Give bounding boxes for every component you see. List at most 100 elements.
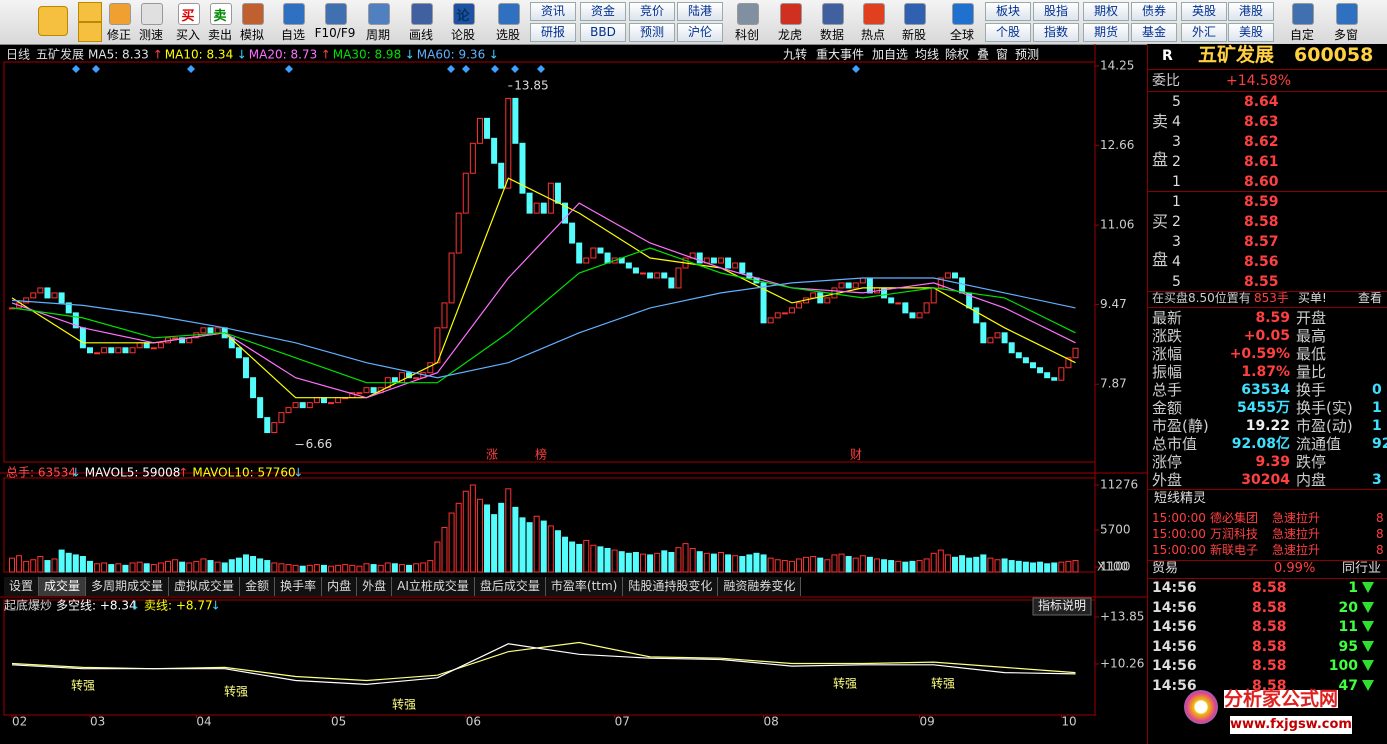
toolbar-label[interactable]: 多窗 [1333,28,1359,42]
toolbar-icon[interactable] [1292,3,1314,25]
grid-button[interactable]: 板块 [985,2,1031,21]
grid-button[interactable]: 研报 [530,23,576,42]
toolbar-icon[interactable] [141,3,163,25]
grid-button[interactable]: 陆港 [677,2,723,21]
notice: 在买盘8.50位置有 [1152,291,1251,305]
quote-label: 总手 [1152,381,1183,399]
tab[interactable]: 成交量 [39,577,87,596]
tab[interactable]: 陆股通持股变化 [623,577,719,596]
grid-button[interactable]: 个股 [985,23,1031,42]
tab[interactable]: 换手率 [275,577,323,596]
volume-bar [654,552,661,573]
toolbar-icon[interactable] [242,3,264,25]
candle [86,347,93,354]
tick-arrow [1362,621,1374,632]
toolbar-icon[interactable] [210,3,232,25]
grid-button[interactable]: 竞价 [629,2,675,21]
volume-bar [547,525,554,573]
toolbar-label[interactable]: 卖出 [207,28,233,42]
grid-button[interactable]: 英股 [1181,2,1227,21]
grid-button[interactable]: BBD [580,23,626,42]
toolbar-icon[interactable] [863,3,885,25]
grid-button[interactable]: 债券 [1131,2,1177,21]
tab[interactable]: 盘后成交量 [474,577,546,596]
toolbar-icon[interactable] [411,3,433,25]
toolbar-label[interactable]: 新股 [901,28,927,42]
tab[interactable]: 融资融券变化 [718,577,802,596]
toolbar-label[interactable]: F10/F9 [314,26,356,40]
toolbar-icon[interactable] [283,3,305,25]
toolbar-label[interactable]: 热点 [860,28,886,42]
grid-button[interactable]: 资讯 [530,2,576,21]
volume-bar [384,562,391,573]
toolbar-icon[interactable] [904,3,926,25]
candle [569,222,576,244]
grid-button[interactable]: 港股 [1228,2,1274,21]
grid-button[interactable]: 外汇 [1181,23,1227,42]
tab[interactable]: 多周期成交量 [86,577,170,596]
tab[interactable]: 金额 [240,577,276,596]
toolbar-label[interactable]: 选股 [495,28,521,42]
toolbar-label[interactable]: 全球 [949,28,975,42]
tick-volume: 95 [1338,638,1358,655]
candle [79,327,86,349]
grid-button[interactable]: 股指 [1033,2,1079,21]
toolbar-label[interactable]: 画线 [408,28,434,42]
tick-arrow [1362,660,1374,671]
grid-button[interactable]: 预测 [629,23,675,42]
grid-button[interactable]: 指数 [1033,23,1079,42]
indicator-help[interactable]: 指标说明 [1038,598,1086,613]
toolbar-icon[interactable] [368,3,390,25]
toolbar-label[interactable]: 模拟 [239,28,265,42]
toolbar-icon[interactable] [498,3,520,25]
toolbar-icon[interactable] [780,3,802,25]
tab[interactable]: AI立桩成交量 [392,577,475,596]
toolbar-icon[interactable] [952,3,974,25]
grid-button[interactable]: 期货 [1083,23,1129,42]
up-button[interactable] [78,2,102,22]
level: 3 [1172,134,1181,150]
toolbar-icon[interactable] [1336,3,1358,25]
toolbar-label[interactable]: 数据 [819,28,845,42]
candle [710,257,717,264]
toolbar-label[interactable]: 论股 [450,28,476,42]
back-button[interactable] [38,6,68,36]
toolbar-label[interactable]: 自选 [280,28,306,42]
toolbar-label[interactable]: 自定 [1289,28,1315,42]
grid-button[interactable]: 基金 [1131,23,1177,42]
toolbar-label[interactable]: 龙虎 [777,28,803,42]
tab[interactable]: 设置 [4,577,40,596]
candle [65,302,72,314]
grid-button[interactable]: 资金 [580,2,626,21]
toolbar-label[interactable]: 周期 [365,28,391,42]
candle [668,277,675,289]
toolbar-icon[interactable] [109,3,131,25]
volume-bar [398,564,405,573]
volume-bar [129,562,136,573]
grid-button[interactable]: 沪伦 [677,23,723,42]
toolbar-label[interactable]: 修正 [106,28,132,42]
toolbar-icon[interactable] [178,3,200,25]
down-button[interactable] [78,22,102,42]
grid-button[interactable]: 美股 [1228,23,1274,42]
tab[interactable]: 外盘 [357,577,393,596]
grid-button[interactable]: 期权 [1083,2,1129,21]
volume-bar [725,554,732,573]
toolbar-icon[interactable] [822,3,844,25]
toolbar-icon[interactable] [453,3,475,25]
toolbar-label[interactable]: 科创 [734,28,760,42]
spirit-cell: 新联电子 [1210,543,1259,557]
tab[interactable]: 内盘 [322,577,358,596]
toolbar-icon[interactable] [737,3,759,25]
toolbar-label[interactable]: 买入 [175,28,201,42]
tab[interactable]: 虚拟成交量 [169,577,241,596]
candle [136,342,143,349]
candle [44,287,51,299]
toolbar-icon[interactable] [325,3,347,25]
chart-button: 除权 [945,47,969,62]
volume-arrow: ↓ [71,466,81,480]
toolbar-label[interactable]: 测速 [138,28,164,42]
candle [320,397,327,404]
volume-bar [193,560,200,573]
tab[interactable]: 市盈率(ttm) [545,577,624,596]
